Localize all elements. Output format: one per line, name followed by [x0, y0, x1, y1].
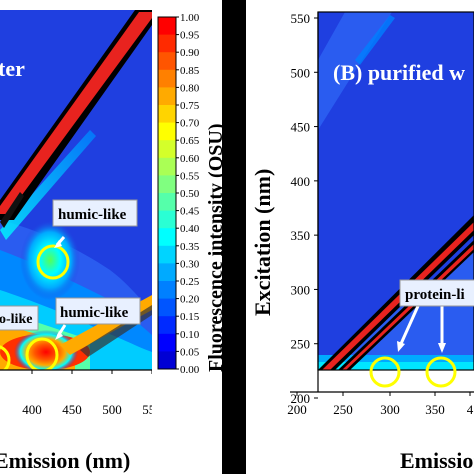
colorbar-tick-label: 0.75	[180, 100, 200, 112]
colorbar-tick-label: 0.50	[180, 188, 200, 200]
panel-separator	[222, 0, 246, 474]
panel-b-y-tick-label: 250	[291, 337, 311, 352]
annotation-protein-like-a: o-like	[0, 312, 32, 327]
colorbar-swatch	[158, 281, 176, 300]
panel-a-label: ter	[0, 56, 25, 81]
colorbar-swatch	[158, 34, 176, 53]
marker-humic-like-1	[36, 244, 70, 280]
colorbar-swatch	[158, 52, 176, 71]
label-box-humic-1	[52, 199, 138, 227]
colorbar-swatch	[158, 263, 176, 282]
panel-b-x-tick-label: 300	[380, 402, 400, 417]
panel-b-x-tick-label: 250	[333, 402, 353, 417]
colorbar-tick-label: 0.45	[180, 206, 200, 218]
panel-a-x-tick-label: 500	[102, 402, 122, 417]
colorbar	[157, 16, 177, 370]
colorbar-swatch	[158, 69, 176, 88]
colorbar-ticks: 1.00 0.95 0.90 0.85 0.80 0.75 0.70 0.65 0.60 0.55…	[176, 12, 200, 376]
panel-b-y-tick-label: 450	[291, 120, 311, 135]
panel-a-x-tick-label: 450	[62, 402, 82, 417]
panel-b-x-ticks: 200 250 300 350 4	[287, 12, 474, 417]
panel-b-y-axis-label: Excitation (nm)	[250, 169, 275, 316]
colorbar-tick-label: 0.55	[180, 170, 200, 182]
colorbar-swatch	[158, 193, 176, 212]
colorbar-tick-label: 0.00	[180, 364, 200, 376]
panel-b-x-tick-label: 4	[467, 402, 474, 417]
colorbar-tick-label: 0.90	[180, 47, 200, 59]
colorbar-tick-label: 0.35	[180, 241, 200, 253]
panel-b-x-axis-label: Emission	[400, 448, 474, 473]
panel-a-x-tick-label: 400	[22, 402, 42, 417]
marker-protein-like-a	[0, 345, 11, 370]
colorbar-tick-label: 0.10	[180, 329, 200, 341]
label-box-protein-b	[399, 279, 474, 307]
colorbar-swatch	[158, 245, 176, 264]
panel-b-y-tick-label: 500	[291, 65, 311, 80]
colorbar-swatch	[158, 157, 176, 176]
marker-humic-like-2	[25, 337, 59, 370]
colorbar-swatch	[158, 210, 176, 229]
colorbar-tick-label: 0.20	[180, 294, 200, 306]
colorbar-tick-label: 0.60	[180, 153, 200, 165]
panel-b-x-tick-label: 200	[287, 402, 307, 417]
marker-protein-like-b1	[369, 356, 401, 388]
panel-b-y-tick-label: 550	[291, 11, 311, 26]
marker-protein-like-b2	[425, 356, 457, 388]
colorbar-swatch	[158, 333, 176, 352]
colorbar-swatch	[158, 17, 176, 36]
label-box-humic-2	[55, 297, 141, 325]
colorbar-tick-label: 0.05	[180, 346, 200, 358]
colorbar-swatch	[158, 298, 176, 317]
colorbar-tick-label: 0.80	[180, 82, 200, 94]
colorbar-tick-label: 0.70	[180, 118, 200, 130]
colorbar-swatch	[158, 228, 176, 247]
panel-b-x-tick-label: 350	[425, 402, 445, 417]
colorbar-swatch	[158, 105, 176, 124]
colorbar-tick-label: 0.40	[180, 223, 200, 235]
panel-a-plot	[0, 10, 152, 370]
colorbar-swatch	[158, 351, 176, 370]
colorbar-tick-label: 0.95	[180, 30, 200, 42]
colorbar-tick-label: 0.65	[180, 135, 200, 147]
panel-b-y-tick-label: 400	[291, 174, 311, 189]
panel-b-y-ticks: 200 250 300 350 400 450 500 550	[291, 11, 318, 406]
arrow-protein-b1	[398, 305, 420, 347]
colorbar-tick-label: 0.15	[180, 311, 200, 323]
annotation-protein-like-b: protein-li	[405, 287, 465, 303]
annotation-humic-like-2: humic-like	[60, 305, 129, 321]
panel-b-y-tick-label: 350	[291, 228, 311, 243]
colorbar-label: Fluorescence intensity (QSU)	[205, 124, 227, 373]
label-box-protein-a	[0, 305, 39, 331]
colorbar-swatch	[158, 140, 176, 159]
annotation-humic-like-1: humic-like	[58, 207, 127, 223]
panel-b-y-tick-label: 200	[291, 391, 311, 406]
colorbar-tick-label: 0.85	[180, 65, 200, 77]
colorbar-tick-label: 0.30	[180, 258, 200, 270]
colorbar-swatch	[158, 175, 176, 194]
colorbar-swatch	[158, 316, 176, 335]
panel-b-label: (B) purified w	[333, 60, 465, 85]
colorbar-tick-label: 1.00	[180, 12, 200, 24]
colorbar-swatch	[158, 122, 176, 141]
panel-a-x-axis-label: Emission (nm)	[0, 448, 130, 473]
colorbar-tick-label: 0.25	[180, 276, 200, 288]
colorbar-swatch	[158, 87, 176, 106]
panel-b-y-tick-label: 300	[291, 282, 311, 297]
